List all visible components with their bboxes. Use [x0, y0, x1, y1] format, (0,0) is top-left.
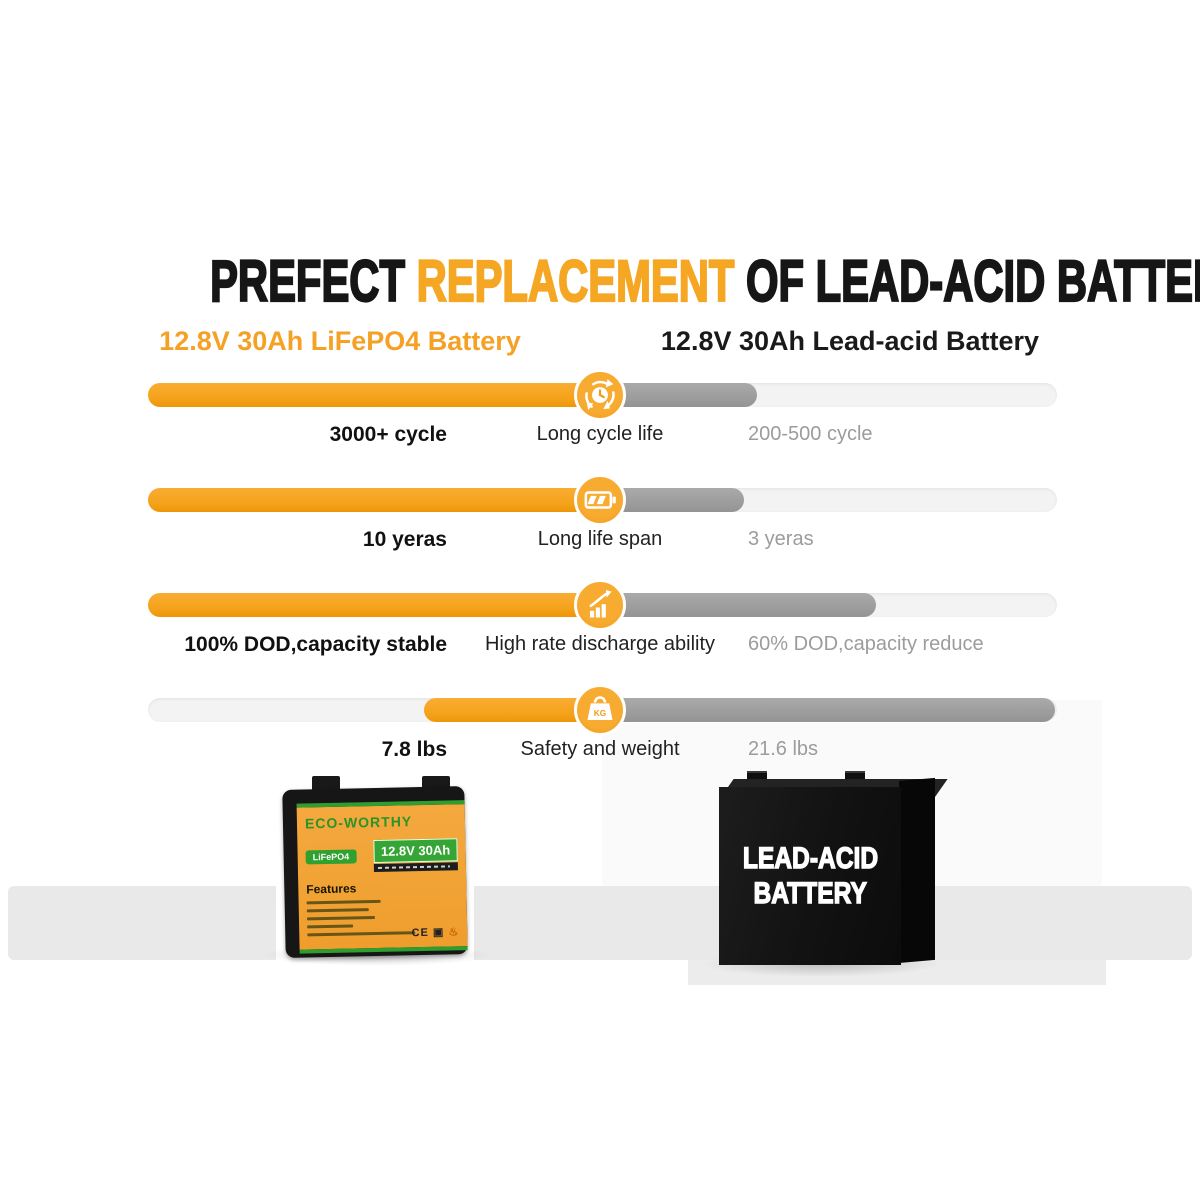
- leadacid-text-line2: BATTERY: [753, 877, 868, 910]
- certification-marks: CE ▣ ♨: [411, 925, 459, 939]
- title-part-black-2: OF LEAD-ACID BATTERIES: [745, 248, 1200, 315]
- leadacid-bar: [588, 698, 1055, 722]
- cycle-clock-icon: [574, 369, 626, 421]
- rating-subtext-strip: [373, 862, 458, 873]
- comparison-row-weight: KG 7.8 lbs Safety and weight 21.6 lbs: [0, 684, 1200, 803]
- metric-label: Safety and weight: [520, 738, 680, 760]
- leadacid-battery-image: LEAD-ACID BATTERY: [695, 755, 948, 985]
- battery-side-face: [899, 777, 935, 963]
- lifepo4-bar: [148, 593, 612, 617]
- title-part-black-1: PREFECT: [209, 248, 405, 315]
- leadacid-value: 200-500 cycle: [748, 423, 873, 445]
- battery-front-label: ECO-WORTHY LiFePO4 12.8V 30Ah Features C…: [296, 800, 468, 954]
- battery-front-face: LEAD-ACID BATTERY: [719, 787, 901, 965]
- battery-icon: [574, 474, 626, 526]
- features-title: Features: [306, 881, 357, 897]
- svg-text:KG: KG: [594, 708, 607, 718]
- weight-kg-icon: KG: [574, 684, 626, 736]
- lifepo4-battery-image: ECO-WORTHY LiFePO4 12.8V 30Ah Features C…: [262, 768, 492, 966]
- leadacid-value: 3 yeras: [748, 528, 814, 550]
- battery-case: ECO-WORTHY LiFePO4 12.8V 30Ah Features C…: [282, 786, 468, 958]
- floor-band: [8, 886, 1192, 960]
- feature-line: [307, 924, 354, 929]
- lifepo4-bar: [148, 488, 612, 512]
- feature-line: [307, 931, 416, 937]
- lifepo4-bar: [148, 383, 612, 407]
- metric-label: High rate discharge ability: [484, 633, 716, 655]
- rating-badge: 12.8V 30Ah: [373, 838, 458, 864]
- column-header-leadacid: 12.8V 30Ah Lead-acid Battery: [660, 326, 1040, 356]
- feature-line: [306, 908, 369, 913]
- leadacid-value: 21.6 lbs: [748, 738, 819, 760]
- chemistry-badge: LiFePO4: [305, 849, 357, 865]
- title-highlight: REPLACEMENT: [404, 248, 747, 315]
- lifepo4-value: 10 yeras: [362, 528, 447, 551]
- feature-line: [306, 899, 381, 905]
- metric-label: Long cycle life: [536, 423, 664, 445]
- lifepo4-value: 7.8 lbs: [381, 738, 447, 761]
- flame-mark-icon: ♨: [448, 926, 460, 939]
- comparison-row-discharge: 100% DOD,capacity stable High rate disch…: [0, 579, 1200, 698]
- comparison-row-cycle-life: 3000+ cycle Long cycle life 200-500 cycl…: [0, 369, 1200, 488]
- brand-text: ECO-WORTHY: [304, 813, 413, 832]
- metric-label: Long life span: [537, 528, 663, 550]
- leadacid-bar: [588, 593, 876, 617]
- lifepo4-value: 3000+ cycle: [329, 423, 447, 446]
- lifepo4-value: 100% DOD,capacity stable: [184, 633, 447, 656]
- leadacid-value: 60% DOD,capacity reduce: [748, 633, 984, 655]
- leadacid-text-line1: LEAD-ACID: [742, 841, 878, 875]
- discharge-chart-icon: [574, 579, 626, 631]
- feature-line: [306, 916, 375, 921]
- page-title: PREFECT REPLACEMENT OF LEAD-ACID BATTERI…: [0, 248, 1200, 315]
- cert-box-icon: ▣: [432, 926, 445, 939]
- ce-mark-icon: CE: [411, 926, 430, 940]
- comparison-row-life-span: 10 yeras Long life span 3 yeras: [0, 474, 1200, 593]
- column-header-lifepo4: 12.8V 30Ah LiFePO4 Battery: [159, 326, 521, 356]
